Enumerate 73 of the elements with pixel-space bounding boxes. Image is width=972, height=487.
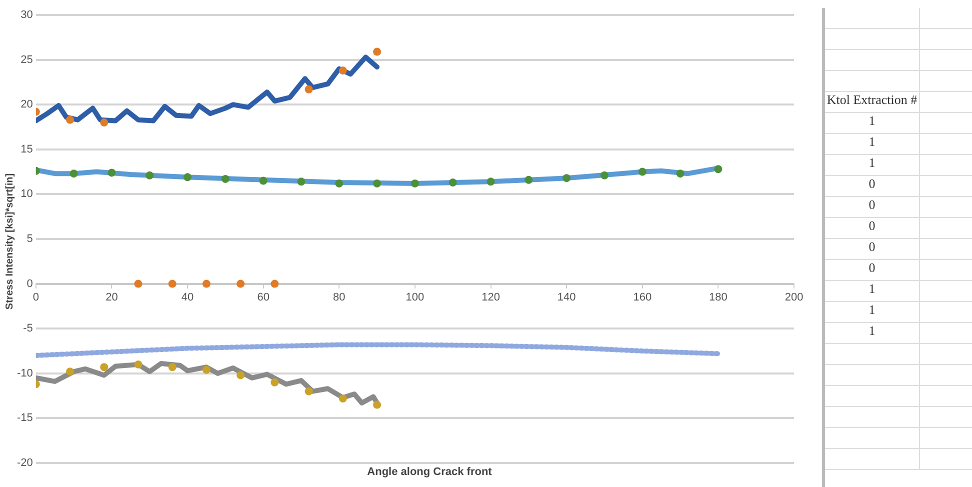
x-tick-label: 60 <box>257 291 270 304</box>
point <box>168 363 176 372</box>
x-tick-label: 80 <box>333 291 346 304</box>
point <box>70 170 78 178</box>
text: 0 <box>825 218 920 238</box>
x-tick-label: 40 <box>181 291 194 304</box>
point <box>134 280 142 288</box>
y-tick-label: 20 <box>20 98 33 111</box>
point <box>221 174 230 183</box>
point <box>638 168 646 176</box>
point <box>270 378 279 386</box>
y-tick-label: -5 <box>23 322 33 335</box>
point <box>338 394 347 402</box>
point <box>373 48 382 56</box>
text: 0 <box>825 260 920 280</box>
point <box>562 174 571 182</box>
point <box>184 173 192 182</box>
point <box>600 171 608 180</box>
y-tick-label: -15 <box>16 412 33 424</box>
text: 1 <box>825 155 920 175</box>
point <box>236 280 245 288</box>
point <box>338 66 347 75</box>
y-tick-label: -20 <box>16 457 33 470</box>
point <box>373 400 382 409</box>
point <box>714 165 722 174</box>
y-tick-label: 10 <box>20 188 33 200</box>
y-axis-title: Stress Intensity [ksi]*sqrt[in] <box>4 172 16 312</box>
text: 1 <box>825 323 920 343</box>
point <box>448 178 457 187</box>
y-tick-label: 0 <box>26 278 33 290</box>
point <box>270 280 279 288</box>
point <box>676 170 684 178</box>
y-tick-label: 25 <box>20 54 33 66</box>
x-tick-label: 180 <box>709 291 728 304</box>
text: 1 <box>825 281 920 301</box>
x-axis-title: Angle along Crack front <box>366 466 493 478</box>
point <box>410 179 419 188</box>
point <box>66 368 74 376</box>
text: 0 <box>825 197 920 217</box>
x-tick-label: 120 <box>482 291 500 304</box>
y-tick-label: 30 <box>20 9 33 22</box>
x-tick-label: 140 <box>557 291 576 304</box>
point <box>236 371 245 380</box>
text: Ktol Extraction # <box>825 92 920 112</box>
point <box>486 178 495 186</box>
point <box>335 179 344 188</box>
text: 1 <box>825 113 920 133</box>
text: 1 <box>825 302 920 322</box>
y-tick-label: 15 <box>20 143 33 156</box>
x-tick-label: 200 <box>784 291 804 304</box>
text: 0 <box>825 239 920 259</box>
point <box>202 280 210 288</box>
x-tick-label: 160 <box>633 291 652 304</box>
point <box>100 118 108 127</box>
x-tick-label: 20 <box>106 291 118 304</box>
point <box>168 280 176 288</box>
point <box>108 168 116 177</box>
text: 1 <box>825 134 920 154</box>
point <box>202 366 210 374</box>
point <box>524 176 533 184</box>
point <box>100 363 108 372</box>
point <box>304 387 313 396</box>
point <box>66 116 74 124</box>
point <box>259 176 268 185</box>
y-tick-label: 5 <box>26 233 33 246</box>
point <box>304 85 313 94</box>
point <box>297 178 306 186</box>
point <box>146 171 154 180</box>
y-tick-label: -10 <box>16 367 33 380</box>
x-tick-label: 100 <box>406 291 424 304</box>
point <box>134 360 142 368</box>
point <box>373 179 382 188</box>
text: 0 <box>825 176 920 196</box>
